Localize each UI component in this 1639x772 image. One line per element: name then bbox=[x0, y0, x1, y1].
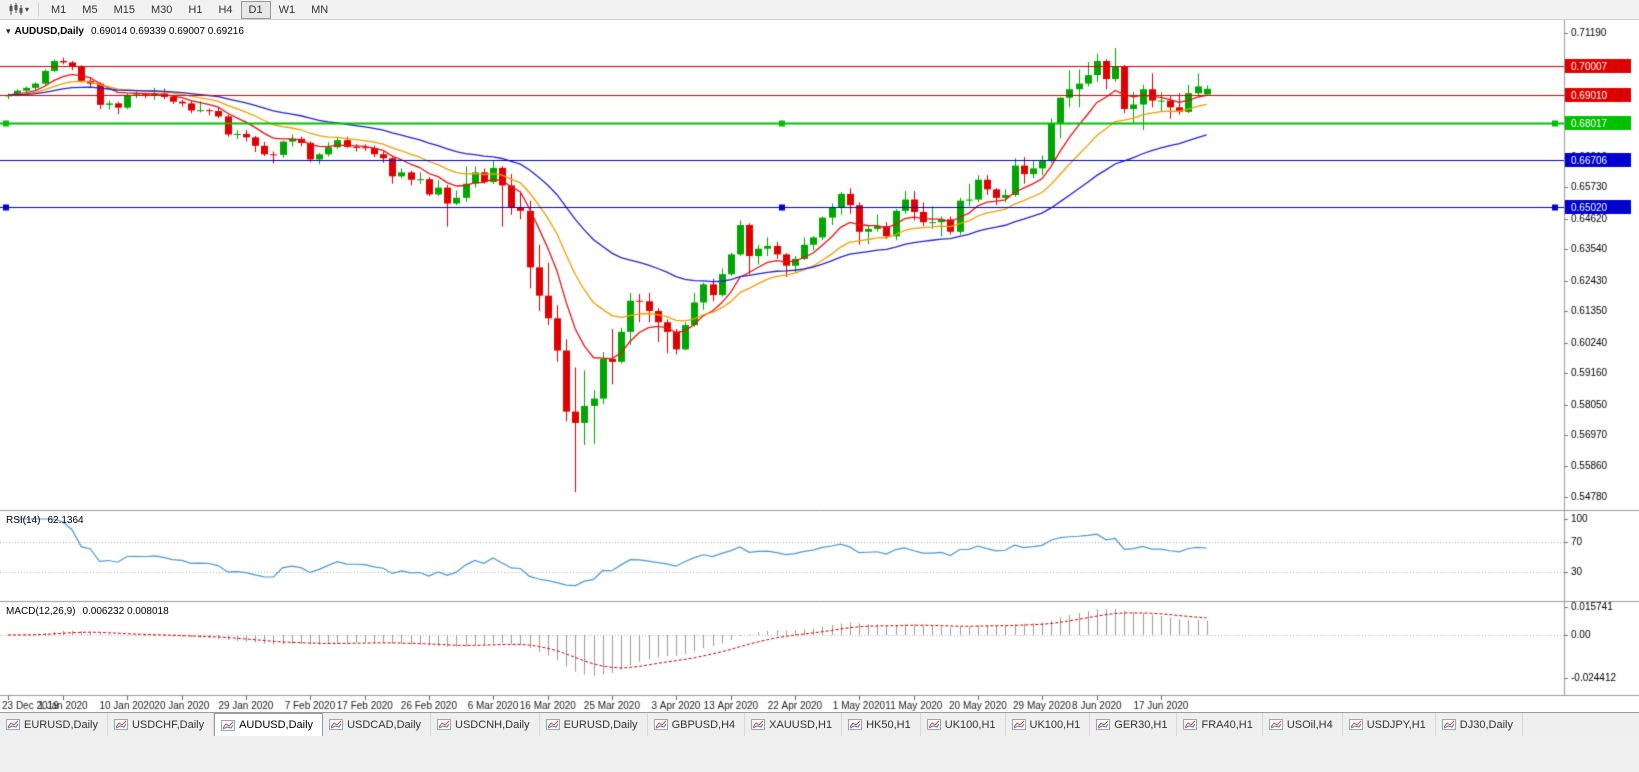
chart-tab-icon bbox=[653, 719, 668, 730]
chart-tab[interactable]: EURUSD,Daily bbox=[0, 713, 108, 736]
timeframe-button-m1[interactable]: M1 bbox=[43, 1, 74, 19]
toolbar-separator bbox=[38, 2, 40, 17]
chart-tab[interactable]: GBPUSD,H4 bbox=[647, 713, 746, 736]
timeframe-button-m15[interactable]: M15 bbox=[106, 1, 143, 19]
chart-tab[interactable]: UK100,H1 bbox=[1005, 713, 1091, 736]
chevron-down-icon: ▾ bbox=[25, 4, 30, 14]
chart-tab-label: USDJPY,H1 bbox=[1366, 718, 1426, 731]
chart-tab-label: GER30,H1 bbox=[1114, 718, 1168, 731]
chart-tab-icon bbox=[113, 719, 128, 730]
chart-tab-icon bbox=[6, 719, 20, 730]
chart-tab-label: USOil,H4 bbox=[1286, 718, 1333, 731]
rsi-value: 62.1364 bbox=[47, 515, 84, 526]
timeframe-button-d1[interactable]: D1 bbox=[240, 0, 271, 19]
timeframe-button-h4[interactable]: H4 bbox=[210, 1, 240, 19]
chart-tab[interactable]: USDCNH,Daily bbox=[431, 713, 540, 736]
chart-tab[interactable]: FRA40,H1 bbox=[1177, 713, 1263, 736]
chart-tab-list: EURUSD,Daily USDCHF,Daily AUDUSD,Daily U… bbox=[0, 713, 1523, 736]
chart-tab[interactable]: EURUSD,Daily bbox=[539, 713, 648, 736]
chart-tab-icon bbox=[329, 719, 344, 730]
chart-tab[interactable]: USOil,H4 bbox=[1262, 713, 1343, 736]
timeframe-button-m30[interactable]: M30 bbox=[143, 1, 180, 19]
chart-tab[interactable]: XAUUSD,H1 bbox=[745, 713, 843, 736]
chart-tab-icon bbox=[1348, 719, 1363, 730]
chart-tab-label: DJ30,Daily bbox=[1459, 718, 1513, 731]
chart-tab-icon bbox=[751, 719, 766, 730]
chart-tab-icon bbox=[1441, 719, 1456, 730]
chart-tab[interactable]: AUDUSD,Daily bbox=[214, 713, 324, 736]
chart-tab-label: UK100,H1 bbox=[1029, 718, 1081, 731]
timeframe-button-h1[interactable]: H1 bbox=[180, 1, 210, 19]
timeframe-button-m5[interactable]: M5 bbox=[74, 1, 105, 19]
chart-tab-icon bbox=[848, 719, 863, 730]
timeframe-button-mn[interactable]: MN bbox=[303, 1, 336, 19]
chart-type-button[interactable]: ▾ bbox=[3, 1, 34, 19]
chart-tab[interactable]: DJ30,Daily bbox=[1435, 713, 1523, 736]
chart-tab-label: USDCHF,Daily bbox=[131, 718, 205, 731]
chart-tab-label: USDCAD,Daily bbox=[347, 718, 422, 731]
chart-ohlc-values: 0.69014 0.69339 0.69007 0.69216 bbox=[91, 26, 244, 37]
chart-tab-icon bbox=[545, 719, 560, 730]
timeframe-button-group: M1 M5 M15 M30 H1 H4 D1 W1 MN bbox=[43, 0, 336, 19]
chart-title: ▾ AUDUSD,Daily 0.69014 0.69339 0.69007 0.6… bbox=[6, 26, 244, 37]
chart-tab-label: FRA40,H1 bbox=[1201, 718, 1253, 731]
chart-tab-icon bbox=[1268, 719, 1283, 730]
chart-tab-label: XAUUSD,H1 bbox=[769, 718, 833, 731]
collapse-chart-icon[interactable]: ▾ bbox=[6, 26, 11, 36]
candlestick-chart-icon bbox=[9, 3, 23, 15]
chart-tab-bar: EURUSD,Daily USDCHF,Daily AUDUSD,Daily U… bbox=[0, 712, 1639, 736]
chart-tab-icon bbox=[221, 719, 236, 731]
timeframe-toolbar: ▾ M1 M5 M15 M30 H1 H4 D1 W1 MN bbox=[0, 0, 1639, 20]
chart-symbol-label: AUDUSD,Daily bbox=[14, 26, 84, 37]
chart-tab-label: HK50,H1 bbox=[866, 718, 911, 731]
rsi-indicator-label: RSI(14) 62.1364 bbox=[6, 515, 84, 526]
chart-tab[interactable]: USDCAD,Daily bbox=[323, 713, 432, 736]
macd-values: 0.006232 0.008018 bbox=[82, 606, 169, 617]
chart-tab-icon bbox=[1183, 719, 1198, 730]
chart-tab[interactable]: UK100,H1 bbox=[920, 713, 1006, 736]
status-area bbox=[0, 736, 1639, 772]
chart-tab-icon bbox=[926, 719, 941, 730]
chart-tab-icon bbox=[1011, 719, 1026, 730]
chart-tab[interactable]: HK50,H1 bbox=[842, 713, 921, 736]
chart-tab-label: USDCNH,Daily bbox=[455, 718, 530, 731]
chart-tab-icon bbox=[1096, 719, 1111, 730]
chart-tab-label: UK100,H1 bbox=[944, 718, 996, 731]
chart-tab[interactable]: GER30,H1 bbox=[1090, 713, 1178, 736]
chart-tab[interactable]: USDCHF,Daily bbox=[107, 713, 215, 736]
chart-tab-icon bbox=[437, 719, 452, 730]
macd-indicator-label: MACD(12,26,9) 0.006232 0.008018 bbox=[6, 606, 169, 617]
price-chart-canvas[interactable] bbox=[0, 20, 1639, 712]
chart-window: ▾ AUDUSD,Daily 0.69014 0.69339 0.69007 0.6… bbox=[0, 20, 1639, 712]
rsi-name: RSI(14) bbox=[6, 515, 41, 526]
chart-tab[interactable]: USDJPY,H1 bbox=[1342, 713, 1436, 736]
timeframe-button-w1[interactable]: W1 bbox=[271, 1, 304, 19]
chart-tab-label: EURUSD,Daily bbox=[24, 718, 98, 731]
chart-tab-label: EURUSD,Daily bbox=[563, 718, 638, 731]
chart-tab-label: AUDUSD,Daily bbox=[239, 719, 314, 731]
macd-name: MACD(12,26,9) bbox=[6, 606, 76, 617]
chart-tab-label: GBPUSD,H4 bbox=[671, 718, 736, 731]
